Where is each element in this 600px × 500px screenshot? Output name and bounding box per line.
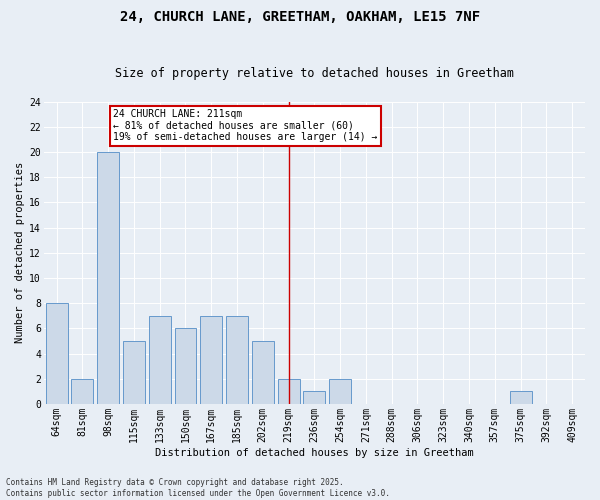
Bar bbox=[46, 303, 68, 404]
Bar bbox=[97, 152, 119, 404]
Text: Contains HM Land Registry data © Crown copyright and database right 2025.
Contai: Contains HM Land Registry data © Crown c… bbox=[6, 478, 390, 498]
Bar bbox=[71, 378, 94, 404]
Y-axis label: Number of detached properties: Number of detached properties bbox=[15, 162, 25, 344]
X-axis label: Distribution of detached houses by size in Greetham: Distribution of detached houses by size … bbox=[155, 448, 474, 458]
Bar bbox=[226, 316, 248, 404]
Bar bbox=[509, 392, 532, 404]
Bar bbox=[304, 392, 325, 404]
Text: 24 CHURCH LANE: 211sqm
← 81% of detached houses are smaller (60)
19% of semi-det: 24 CHURCH LANE: 211sqm ← 81% of detached… bbox=[113, 109, 377, 142]
Bar bbox=[175, 328, 196, 404]
Bar bbox=[123, 341, 145, 404]
Bar bbox=[278, 378, 299, 404]
Bar bbox=[329, 378, 351, 404]
Text: 24, CHURCH LANE, GREETHAM, OAKHAM, LE15 7NF: 24, CHURCH LANE, GREETHAM, OAKHAM, LE15 … bbox=[120, 10, 480, 24]
Bar bbox=[149, 316, 170, 404]
Bar bbox=[200, 316, 222, 404]
Title: Size of property relative to detached houses in Greetham: Size of property relative to detached ho… bbox=[115, 66, 514, 80]
Bar bbox=[252, 341, 274, 404]
